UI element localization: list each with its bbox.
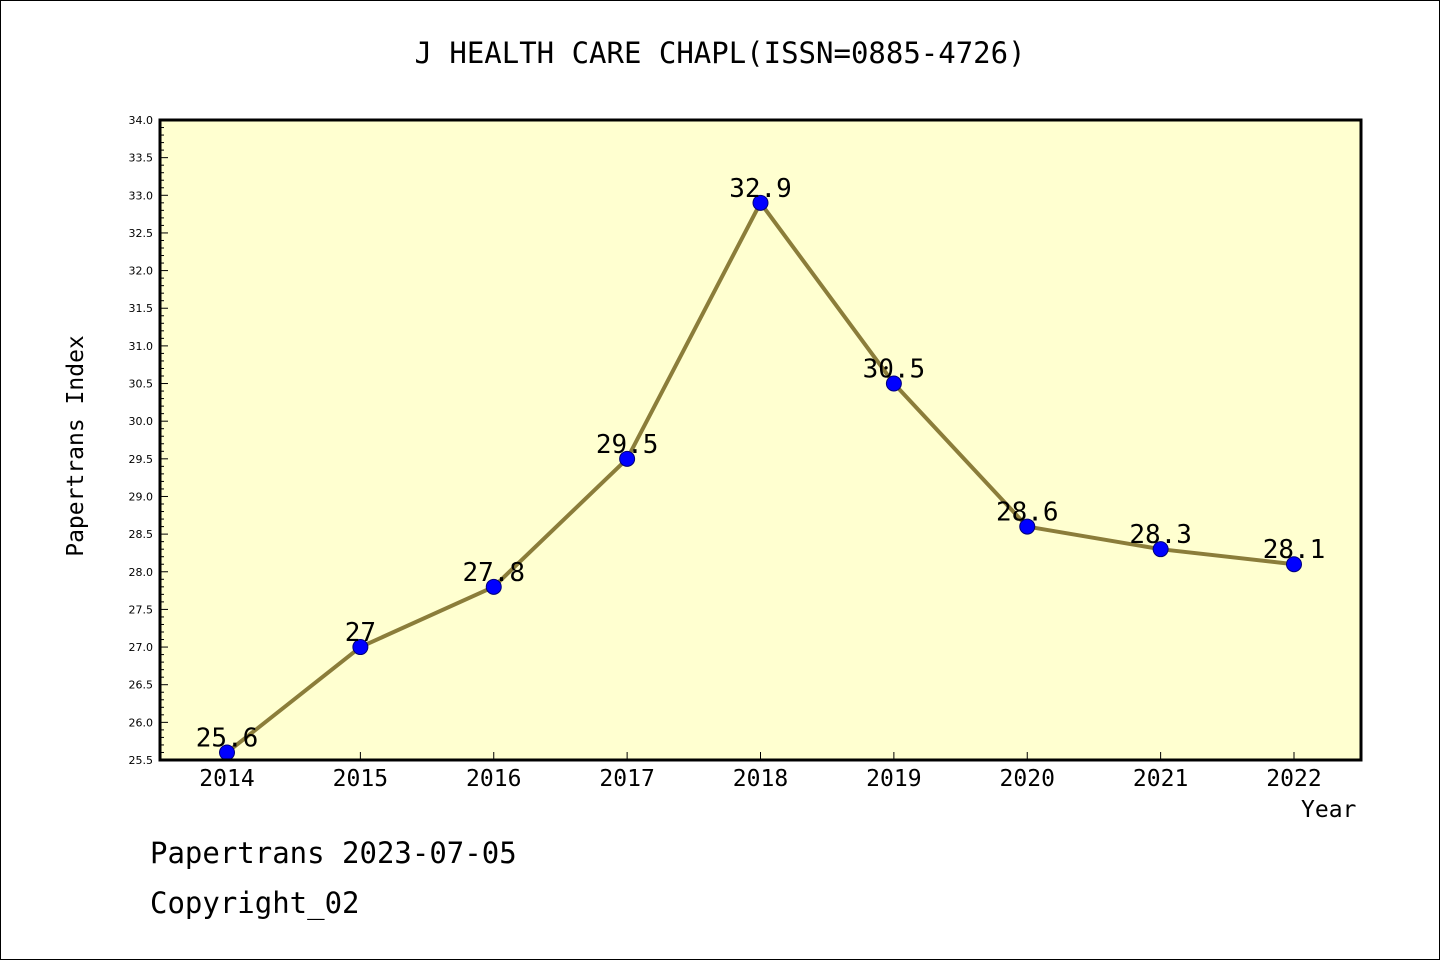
y-tick-label: 26.0 [129,716,154,729]
data-point [485,578,502,595]
x-axis-label: Year [1301,797,1357,823]
data-label: 28.6 [996,498,1059,528]
y-tick-label: 32.0 [129,265,154,278]
y-tick-label: 33.0 [129,189,154,202]
x-tick-label: 2016 [466,766,521,792]
data-label: 28.3 [1129,520,1192,550]
data-point [1286,556,1302,573]
plot-border [158,118,1363,762]
y-tick-label: 28.0 [129,566,154,579]
x-tick-label: 2019 [866,766,921,792]
y-tick-label: 29.0 [129,490,154,503]
y-tick-label: 28.5 [129,528,154,541]
x-tick-label: 2017 [599,766,654,792]
y-tick-label: 32.5 [129,227,154,240]
data-labels: 25.6 27 27.8 29.5 32.9 30.5 28.6 28.3 28.1 [196,174,1326,754]
x-axis: 2014 2015 2016 2017 2018 2019 2020 2021 2022 [199,752,1322,792]
y-tick-label: 33.5 [129,152,154,165]
x-tick-label: 2018 [733,766,788,792]
y-tick-label: 26.5 [129,679,154,692]
y-tick-label: 27.5 [129,603,154,616]
data-label: 32.9 [729,174,792,204]
y-tick-label: 31.5 [129,302,154,315]
footer-date: Papertrans 2023-07-05 [150,836,517,870]
x-tick-label: 2014 [199,766,254,792]
data-point [352,639,369,656]
y-tick-label: 25.5 [129,754,154,767]
x-tick-label: 2015 [333,766,388,792]
data-points [219,194,1302,761]
y-tick-label: 29.5 [129,453,154,466]
data-label: 29.5 [596,430,659,460]
footer-copyright: Copyright_02 [150,886,360,920]
chart-title: J HEALTH CARE CHAPL(ISSN=0885-4726) [414,36,1026,70]
data-point [752,194,769,211]
x-tick-label: 2020 [1000,766,1055,792]
data-point [1019,518,1036,535]
data-point [1152,541,1169,558]
data-label: 28.1 [1263,535,1326,565]
data-point [885,375,902,392]
x-tick-label: 2021 [1133,766,1188,792]
y-tick-label: 31.0 [129,340,154,353]
data-label: 27.8 [462,558,525,588]
y-tick-label: 30.5 [129,378,154,391]
x-tick-label: 2022 [1266,766,1321,792]
data-point [619,450,636,467]
y-tick-label: 34.0 [129,114,154,127]
y-axis: 25.5 26.0 26.5 27.0 27.5 28.0 28.5 29.0 29.5 30.0… [129,114,168,767]
y-tick-label: 30.0 [129,415,154,428]
y-tick-label: 27.0 [129,641,154,654]
data-label: 27 [345,618,376,648]
data-label: 30.5 [863,355,926,385]
data-label: 25.6 [196,723,259,753]
